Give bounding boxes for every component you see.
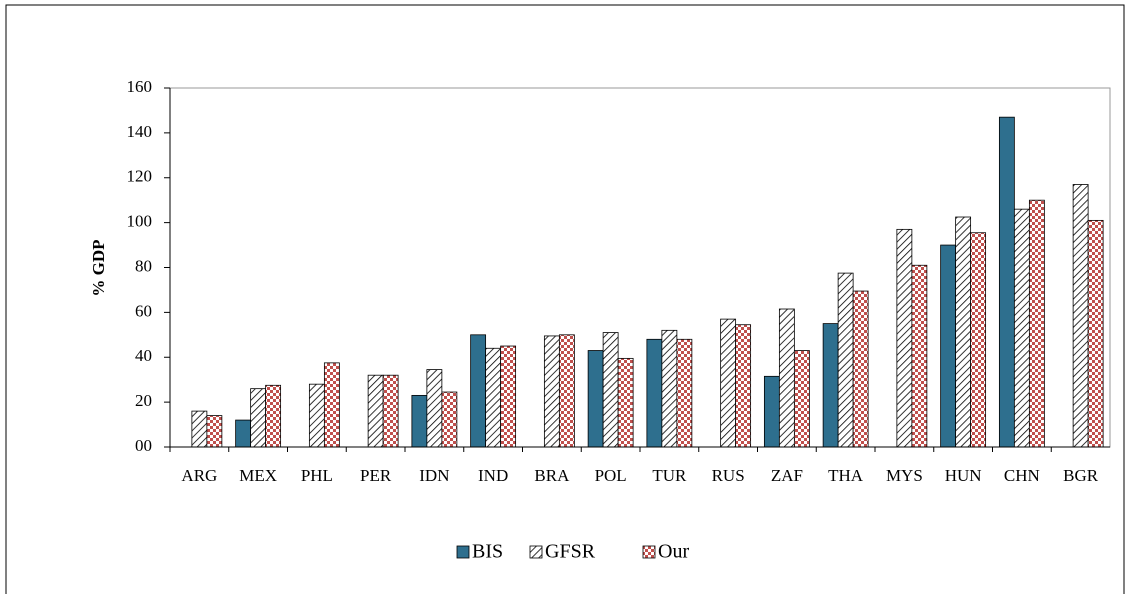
bar xyxy=(1087,219,1104,448)
bar xyxy=(250,388,267,448)
x-tick-label: IDN xyxy=(419,466,449,485)
bar xyxy=(206,415,223,448)
bar xyxy=(998,116,1015,448)
legend-swatch xyxy=(529,545,543,559)
x-tick-label: POL xyxy=(595,466,627,485)
x-tick-label: ZAF xyxy=(771,466,803,485)
bar xyxy=(1028,199,1045,448)
bar xyxy=(485,347,502,448)
legend-swatch xyxy=(456,545,470,559)
bar xyxy=(367,374,384,448)
x-tick-label: PHL xyxy=(301,466,333,485)
bar xyxy=(426,369,443,448)
x-tick-label: BRA xyxy=(534,466,570,485)
bar xyxy=(1013,208,1030,448)
bar xyxy=(955,216,972,448)
bar xyxy=(470,334,487,448)
bar xyxy=(911,264,928,448)
bar xyxy=(323,362,340,448)
legend-label: BIS xyxy=(472,541,503,563)
bar xyxy=(411,394,428,448)
bar xyxy=(661,329,678,448)
x-tick-label: MYS xyxy=(886,466,923,485)
bar xyxy=(500,345,517,448)
bar xyxy=(763,375,780,448)
x-tick-label: PER xyxy=(360,466,392,485)
bar xyxy=(441,391,458,448)
x-tick-label: CHN xyxy=(1004,466,1040,485)
x-tick-label: IND xyxy=(478,466,508,485)
frame xyxy=(5,4,1125,594)
bar xyxy=(896,228,913,448)
y-tick-label: 100 xyxy=(127,212,153,231)
x-tick-label: RUS xyxy=(712,466,745,485)
bar xyxy=(720,318,737,448)
x-tick-label: TUR xyxy=(652,466,687,485)
bar xyxy=(558,334,575,448)
x-tick-label: MEX xyxy=(239,466,277,485)
legend-swatch xyxy=(642,545,656,559)
bar xyxy=(235,419,252,448)
y-tick-label: 00 xyxy=(135,436,152,455)
y-tick-label: 120 xyxy=(127,167,153,186)
bar xyxy=(543,335,560,448)
bar xyxy=(837,272,854,448)
bar xyxy=(793,350,810,448)
y-tick-label: 60 xyxy=(135,301,152,320)
bar xyxy=(676,338,693,448)
x-tick-label: BGR xyxy=(1063,466,1099,485)
bar xyxy=(308,383,325,448)
y-tick-label: 40 xyxy=(135,346,152,365)
bar xyxy=(646,338,663,448)
bar xyxy=(602,332,619,448)
bar xyxy=(265,384,282,448)
legend-label: GFSR xyxy=(545,541,596,563)
y-axis-label: % GDP xyxy=(89,239,108,296)
bar xyxy=(587,350,604,448)
bar xyxy=(735,324,752,448)
y-tick-label: 140 xyxy=(127,122,153,141)
y-tick-label: 160 xyxy=(127,77,153,96)
bar xyxy=(822,323,839,448)
legend-label: Our xyxy=(658,541,689,563)
y-tick-label: 20 xyxy=(135,391,152,410)
bar xyxy=(617,357,634,448)
x-tick-label: THA xyxy=(828,466,864,485)
y-tick-label: 80 xyxy=(135,256,152,275)
bar xyxy=(191,410,208,448)
bar xyxy=(940,244,957,448)
bar xyxy=(970,232,987,448)
bar xyxy=(382,374,399,448)
bar xyxy=(778,308,795,448)
x-tick-label: ARG xyxy=(181,466,217,485)
bar xyxy=(852,290,869,448)
bar xyxy=(1072,184,1089,448)
x-tick-label: HUN xyxy=(945,466,982,485)
